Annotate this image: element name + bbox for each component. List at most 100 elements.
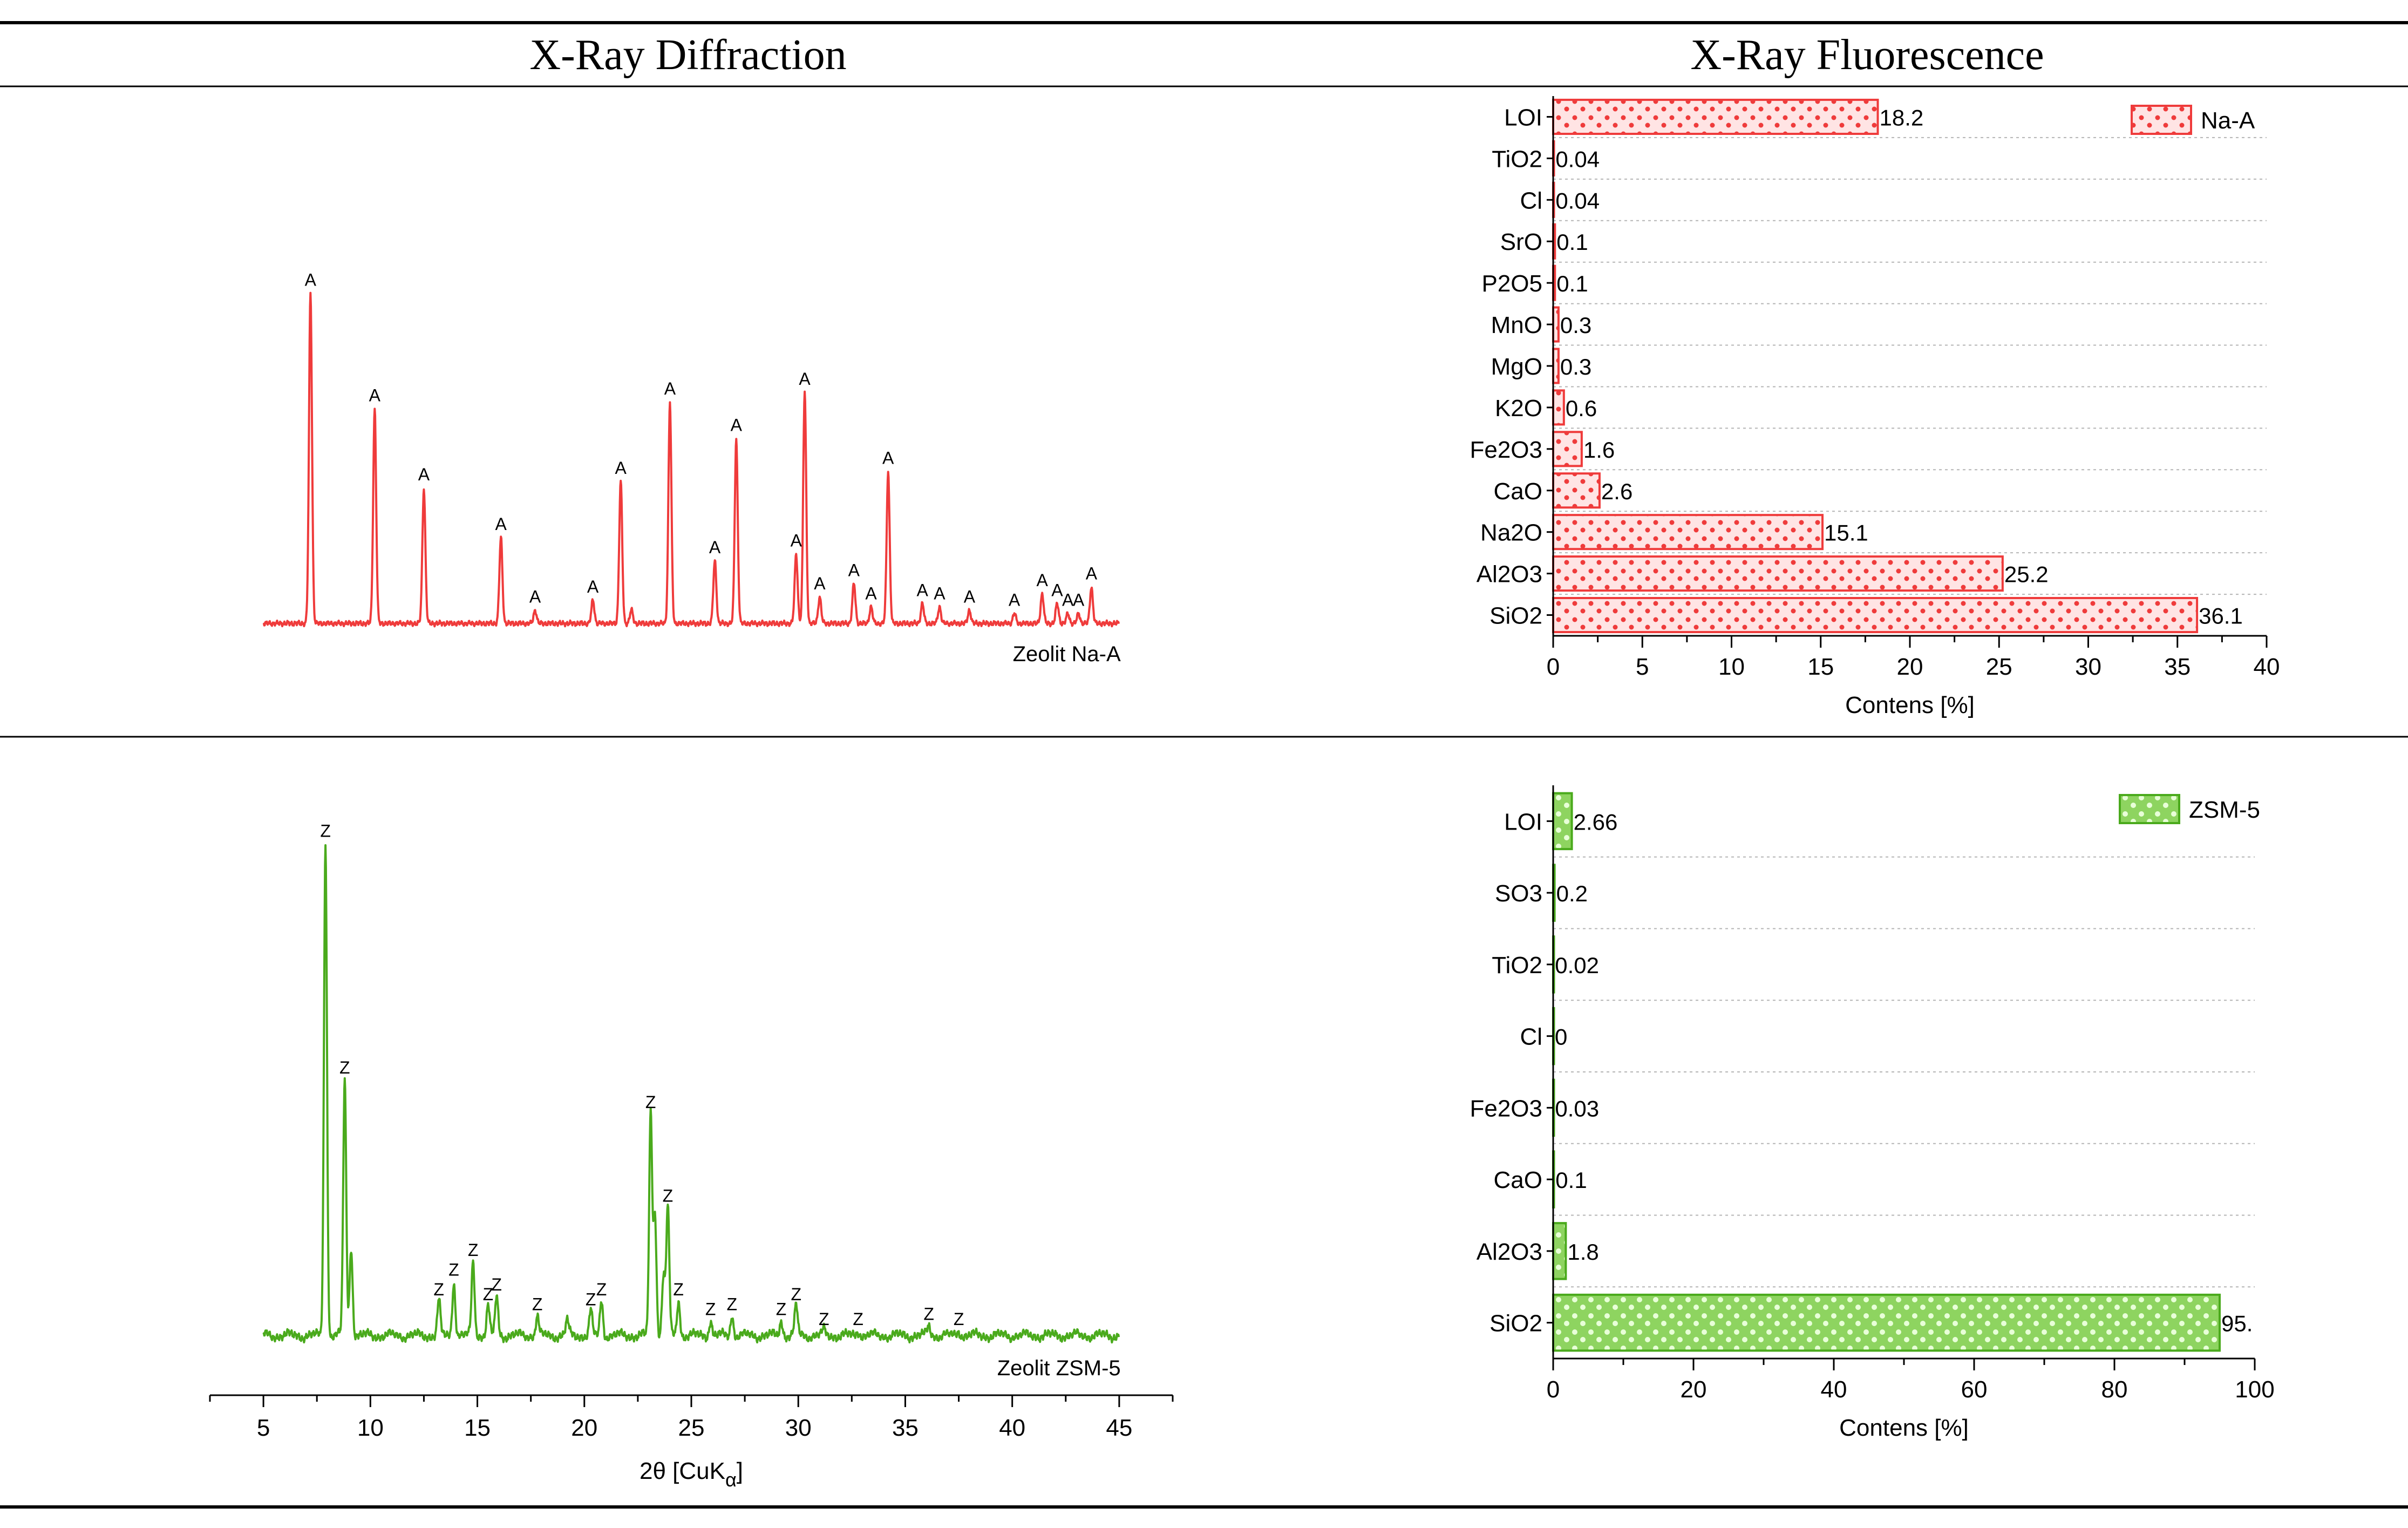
bar bbox=[1552, 1222, 1567, 1280]
peak-label: A bbox=[917, 580, 929, 600]
peak-label: Z bbox=[663, 1186, 674, 1206]
x-tick-label: 0 bbox=[1547, 654, 1560, 680]
peak-label: Z bbox=[433, 1280, 444, 1299]
category-label: SO3 bbox=[1495, 880, 1542, 907]
value-label: 1.8 bbox=[1567, 1239, 1598, 1265]
peak-label: A bbox=[865, 583, 877, 603]
legend-label: Na-A bbox=[2201, 107, 2255, 134]
peak-label: Z bbox=[491, 1275, 502, 1294]
peak-label: Z bbox=[483, 1285, 494, 1304]
value-label: 0.1 bbox=[1556, 271, 1588, 296]
value-label: 0.1 bbox=[1555, 1167, 1587, 1193]
bar bbox=[1552, 98, 1879, 135]
bar bbox=[1552, 597, 2199, 634]
category-label: LOI bbox=[1504, 104, 1542, 131]
x-tick-label: 40 bbox=[2254, 654, 2280, 680]
x-tick-label: 30 bbox=[785, 1415, 812, 1441]
peak-label: A bbox=[1009, 590, 1021, 610]
peak-label: Z bbox=[586, 1289, 596, 1309]
x-tick-label: 10 bbox=[1718, 654, 1745, 680]
category-label: CaO bbox=[1494, 1167, 1542, 1193]
peak-label: Z bbox=[320, 821, 331, 840]
x-tick-label: 10 bbox=[357, 1415, 384, 1441]
value-label: 2.6 bbox=[1601, 479, 1632, 504]
x-axis-title: 2θ [CuKα] bbox=[640, 1458, 743, 1491]
category-label: SiO2 bbox=[1489, 603, 1542, 629]
value-label: 0.3 bbox=[1560, 313, 1591, 338]
peak-label: A bbox=[1051, 580, 1063, 600]
peak-label: A bbox=[848, 561, 860, 580]
category-label: CaO bbox=[1494, 478, 1542, 505]
category-label: Fe2O3 bbox=[1470, 1095, 1542, 1122]
peak-label: A bbox=[418, 465, 430, 484]
x-tick-label: 5 bbox=[257, 1415, 270, 1441]
category-label: Al2O3 bbox=[1477, 1239, 1542, 1265]
category-label: Fe2O3 bbox=[1470, 437, 1542, 463]
value-label: 0.2 bbox=[1556, 881, 1588, 906]
category-label: Cl bbox=[1520, 187, 1542, 214]
peak-label: A bbox=[1037, 571, 1049, 590]
peak-label: Z bbox=[954, 1309, 964, 1329]
diffraction-line bbox=[262, 844, 1120, 1344]
value-label: 0.6 bbox=[1566, 396, 1597, 421]
peak-label: A bbox=[791, 531, 802, 551]
legend-swatch bbox=[2119, 794, 2180, 824]
x-tick-label: 0 bbox=[1547, 1376, 1560, 1403]
peak-label: Z bbox=[923, 1305, 934, 1324]
category-label: MgO bbox=[1491, 354, 1542, 380]
xrf-zsm5-chart: LOI 2.66 SO3 0.2 TiO2 0.02 Cl 0 Fe2O3 0.03 CaO 0.1 A… bbox=[1470, 785, 2275, 1441]
peak-label: Z bbox=[791, 1285, 802, 1304]
x-tick-label: 30 bbox=[2075, 654, 2101, 680]
header-xrf: X-Ray Fluorescence bbox=[1690, 31, 2044, 79]
peak-label: A bbox=[587, 577, 599, 596]
value-label: 0.02 bbox=[1555, 953, 1599, 978]
x-tick-label: 20 bbox=[1897, 654, 1923, 680]
category-label: TiO2 bbox=[1492, 952, 1542, 979]
x-tick-label: 35 bbox=[2164, 654, 2191, 680]
peak-label: Z bbox=[596, 1280, 607, 1299]
peak-label: A bbox=[305, 270, 317, 289]
series-label: Zeolit Na-A bbox=[1013, 642, 1121, 666]
x-tick-label: 60 bbox=[1961, 1376, 1988, 1403]
peak-label: A bbox=[964, 587, 976, 607]
x-tick-label: 25 bbox=[1986, 654, 2012, 680]
value-label: 18.2 bbox=[1880, 105, 1924, 130]
x-tick-label: 45 bbox=[1106, 1415, 1132, 1441]
peak-label: Z bbox=[645, 1092, 656, 1112]
peak-label: Z bbox=[727, 1295, 738, 1314]
peak-label: A bbox=[615, 458, 627, 478]
bar bbox=[1552, 472, 1601, 509]
category-label: Cl bbox=[1520, 1024, 1542, 1050]
category-label: SiO2 bbox=[1489, 1310, 1542, 1337]
category-label: LOI bbox=[1504, 809, 1542, 835]
peak-label: A bbox=[709, 538, 721, 557]
peak-label: Z bbox=[468, 1240, 479, 1260]
series-label: Zeolit ZSM-5 bbox=[997, 1356, 1121, 1380]
xrf-na-a-chart: LOI 18.2 TiO2 0.04 Cl 0.04 SrO 0.1 P2O5 0.1 MnO 0.3… bbox=[1470, 96, 2280, 718]
peak-label: Z bbox=[776, 1300, 787, 1319]
value-label: 0 bbox=[1555, 1024, 1567, 1050]
value-label: 15.1 bbox=[1824, 520, 1868, 546]
bar bbox=[1552, 514, 1824, 551]
peak-label: Z bbox=[532, 1295, 543, 1314]
x-tick-label: 20 bbox=[1681, 1376, 1707, 1403]
x-tick-label: 5 bbox=[1636, 654, 1649, 680]
bar bbox=[1552, 431, 1583, 467]
value-label: 25.2 bbox=[2004, 562, 2049, 587]
x-tick-label: 15 bbox=[1807, 654, 1834, 680]
peak-label: Z bbox=[819, 1309, 829, 1329]
x-tick-label: 40 bbox=[999, 1415, 1025, 1441]
value-label: 1.6 bbox=[1583, 437, 1615, 463]
diffraction-line bbox=[262, 291, 1120, 628]
x-axis-title-sub: α bbox=[725, 1469, 737, 1491]
x-axis-title-close: ] bbox=[737, 1458, 743, 1484]
bar bbox=[1552, 792, 1573, 851]
peak-label: A bbox=[664, 379, 676, 398]
category-label: TiO2 bbox=[1492, 146, 1542, 172]
peak-label: Z bbox=[448, 1260, 459, 1280]
header-xrd: X-Ray Diffraction bbox=[529, 31, 846, 79]
x-tick-label: 40 bbox=[1821, 1376, 1847, 1403]
